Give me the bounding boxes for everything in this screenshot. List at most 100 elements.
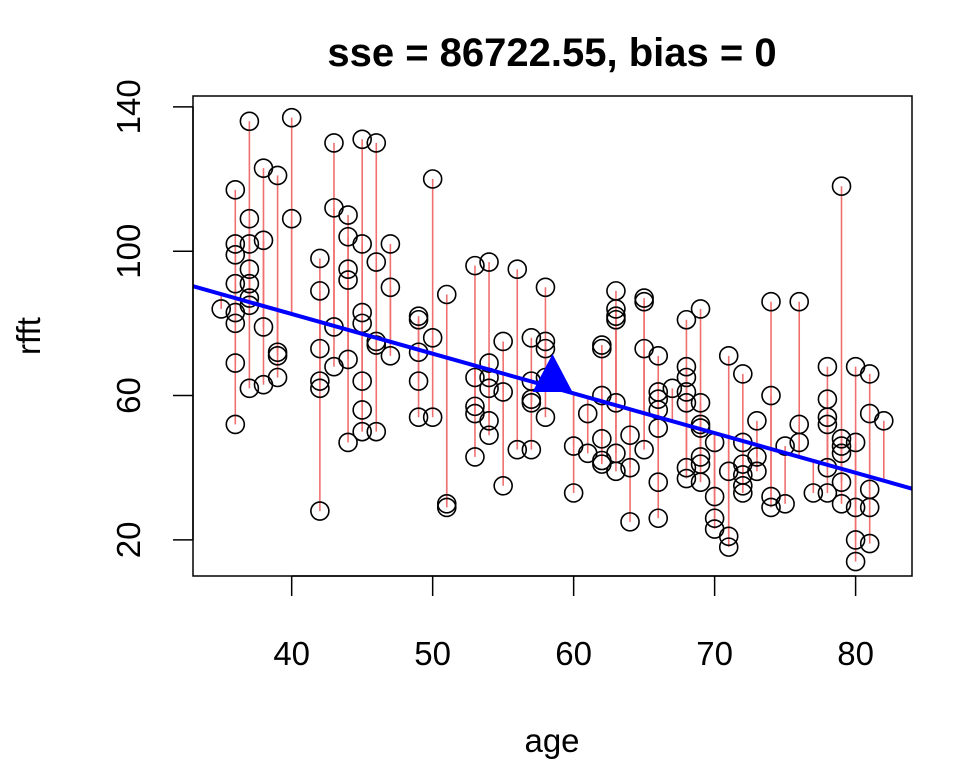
data-point-39 (338, 259, 358, 280)
data-point-127 (676, 309, 697, 330)
x-tick-label-50: 50 (414, 635, 451, 672)
data-point-43 (352, 129, 372, 150)
x-axis: 40 50 60 70 80 (273, 575, 874, 672)
data-point-89 (521, 439, 542, 460)
data-point-167 (803, 483, 824, 503)
data-point-47 (352, 371, 372, 391)
data-point-16 (239, 378, 260, 399)
data-point-114 (620, 512, 640, 532)
data-point-176 (831, 436, 852, 456)
data-point-106 (606, 299, 626, 319)
chart-title: sse = 86722.55, bias = 0 (327, 31, 776, 75)
data-point-189 (859, 533, 880, 554)
data-point-125 (648, 508, 669, 529)
data-point-13 (239, 273, 260, 294)
data-point-3 (225, 244, 246, 265)
data-point-175 (831, 429, 852, 449)
data-point-55 (380, 234, 401, 254)
data-point-161 (761, 497, 781, 518)
data-point-19 (253, 317, 274, 337)
data-point-30 (310, 371, 330, 391)
data-point-4 (225, 273, 246, 294)
data-point-32 (310, 501, 330, 521)
data-point-92 (535, 338, 556, 359)
data-point-142 (704, 486, 725, 507)
data-point-162 (775, 436, 795, 456)
x-tick-label-70: 70 (696, 635, 733, 672)
data-point-26 (281, 208, 302, 229)
data-point-188 (859, 497, 880, 518)
data-point-80 (493, 331, 513, 352)
data-point-79 (479, 425, 499, 446)
data-point-173 (817, 483, 838, 503)
data-point-113 (620, 457, 640, 478)
x-tick-label-60: 60 (555, 635, 592, 672)
data-point-97 (577, 403, 598, 424)
data-point-179 (831, 494, 852, 514)
data-point-168 (817, 356, 838, 377)
data-point-133 (676, 468, 697, 489)
data-point-118 (634, 439, 654, 460)
data-point-82 (493, 475, 513, 496)
data-point-23 (267, 346, 288, 366)
data-point-121 (648, 389, 669, 409)
data-point-182 (845, 497, 866, 518)
data-point-132 (676, 457, 697, 478)
data-point-51 (366, 252, 387, 272)
mean-point-triangle (532, 354, 573, 393)
data-point-94 (535, 407, 556, 428)
data-point-33 (324, 133, 344, 153)
data-point-59 (408, 309, 429, 330)
data-point-166 (789, 432, 810, 453)
data-point-11 (239, 234, 260, 254)
data-point-62 (408, 407, 429, 428)
y-tick-label-20: 20 (110, 522, 147, 559)
data-point-12 (239, 259, 260, 280)
data-point-44 (352, 234, 372, 254)
data-point-27 (310, 248, 330, 269)
data-point-10 (239, 208, 260, 229)
data-point-29 (310, 338, 330, 359)
data-point-75 (479, 353, 499, 373)
data-point-81 (493, 382, 513, 402)
data-point-143 (704, 508, 725, 529)
data-point-124 (648, 472, 669, 492)
data-point-129 (676, 367, 697, 388)
data-point-116 (634, 291, 654, 312)
data-point-66 (436, 284, 457, 305)
data-point-119 (648, 346, 669, 366)
data-point-37 (338, 205, 358, 225)
data-point-170 (817, 407, 838, 428)
data-point-25 (281, 107, 302, 128)
data-point-131 (676, 392, 697, 413)
data-point-61 (408, 371, 429, 391)
data-point-64 (422, 328, 443, 348)
data-point-68 (436, 497, 457, 518)
data-point-49 (352, 421, 372, 442)
data-point-71 (465, 396, 485, 417)
regression-layer (192, 284, 913, 491)
data-point-183 (845, 530, 866, 550)
data-point-21 (267, 165, 288, 186)
data-point-159 (761, 385, 781, 406)
data-point-40 (338, 270, 358, 290)
data-points (211, 107, 894, 572)
y-tick-label-140: 140 (110, 79, 147, 134)
data-point-147 (718, 526, 739, 547)
data-point-184 (845, 551, 866, 572)
data-point-155 (747, 411, 767, 431)
data-point-164 (789, 291, 810, 312)
data-point-190 (874, 411, 894, 431)
data-point-111 (606, 461, 626, 482)
data-point-56 (380, 277, 401, 298)
data-point-102 (592, 429, 612, 449)
data-point-57 (380, 346, 401, 366)
data-point-74 (479, 252, 499, 272)
data-point-41 (338, 349, 358, 370)
x-tick-label-80: 80 (837, 635, 874, 672)
data-point-84 (507, 439, 528, 460)
data-point-50 (366, 133, 387, 153)
data-point-77 (479, 378, 499, 399)
data-point-0 (211, 299, 231, 319)
